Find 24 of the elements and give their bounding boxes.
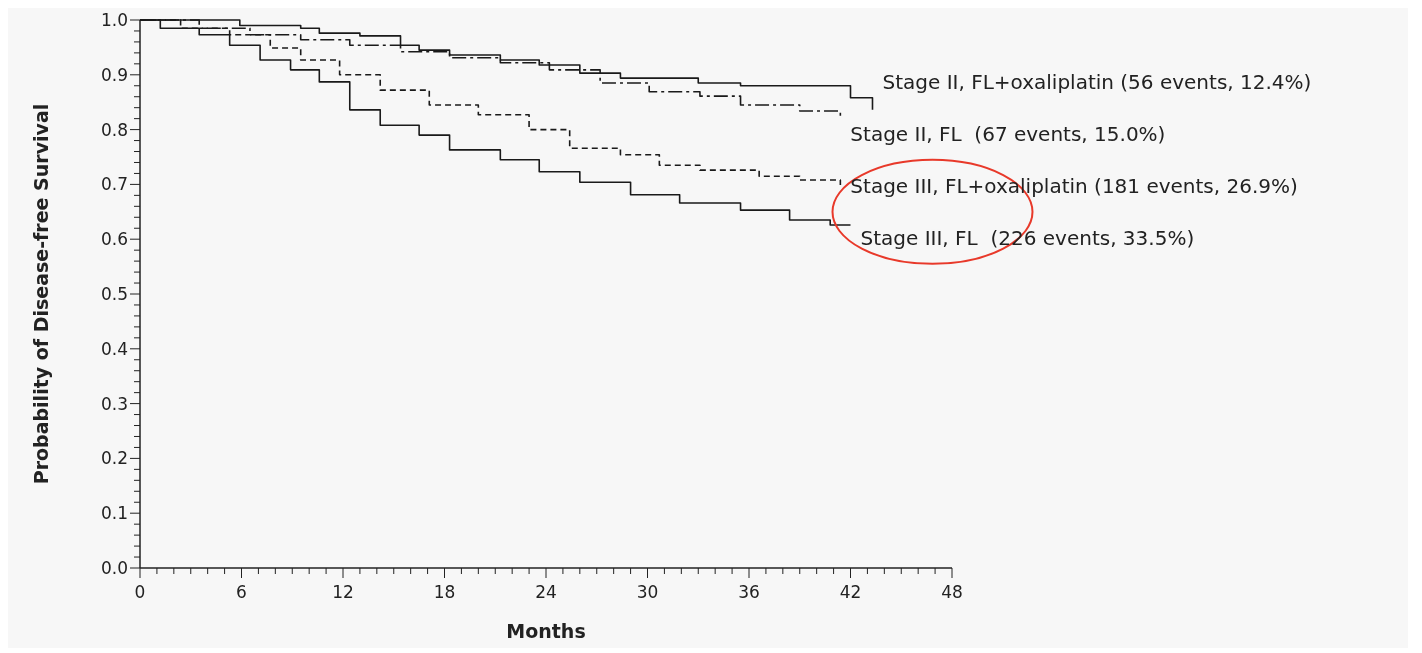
x-tick-label: 24 <box>535 582 557 602</box>
x-tick-label: 12 <box>332 582 354 602</box>
y-tick-label: 0.4 <box>100 338 128 359</box>
y-tick-label: 0.6 <box>100 229 128 250</box>
y-tick-label: 0.7 <box>100 174 128 195</box>
y-axis-title: Probability of Disease-free Survival <box>30 103 52 485</box>
y-tick-label: 0.0 <box>100 557 128 578</box>
y-tick-label: 0.9 <box>100 64 128 85</box>
x-tick-label: 30 <box>636 582 659 602</box>
x-tick-label: 18 <box>433 582 456 602</box>
x-tick-label: 0 <box>134 582 146 602</box>
y-tick-label: 0.2 <box>100 448 128 469</box>
x-tick-label: 6 <box>236 582 247 602</box>
y-tick-label: 0.8 <box>100 119 128 140</box>
y-tick-label: 0.5 <box>100 283 128 304</box>
y-tick-label: 1.0 <box>100 9 128 30</box>
x-axis-title: Months <box>506 620 586 642</box>
x-tick-label: 48 <box>941 582 963 602</box>
y-tick-label: 0.1 <box>100 503 128 524</box>
x-tick-label: 42 <box>839 582 862 602</box>
series-label: Stage II, FL+oxaliplatin (56 events, 12.4%) <box>882 69 1312 94</box>
y-tick-label: 0.3 <box>100 393 128 414</box>
x-tick-label: 36 <box>738 582 760 602</box>
series-label: Stage II, FL (67 events, 15.0%) <box>850 121 1166 146</box>
